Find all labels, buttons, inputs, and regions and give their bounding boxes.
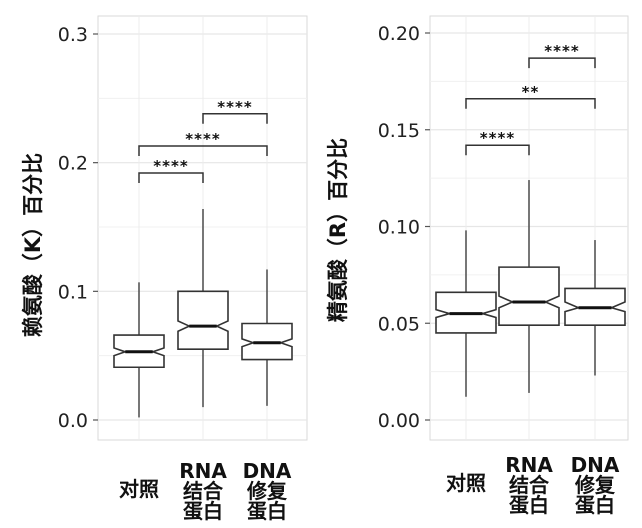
x-category-label: 蛋白: [183, 499, 223, 523]
x-category-label: 结合: [183, 479, 224, 503]
x-category-label: 对照: [446, 471, 486, 495]
significance-bracket: [202, 113, 268, 124]
y-axis-label: 精氨酸（R）百分比: [326, 138, 350, 322]
x-category-label: 修复: [574, 473, 616, 497]
significance-bracket: [528, 57, 596, 69]
y-axis-label: 赖氨酸（K）百分比: [21, 153, 45, 337]
y-tick-label: 0.3: [58, 24, 88, 46]
box-2: [498, 266, 560, 326]
significance-label: ****: [217, 98, 252, 116]
significance-label: **: [522, 83, 540, 101]
box-2: [177, 290, 229, 351]
significance-bracket: [138, 172, 204, 183]
x-category-label: DNA: [571, 453, 620, 477]
x-category-label: 蛋白: [575, 493, 615, 517]
significance-bracket: [465, 144, 530, 156]
y-tick-label: 0.15: [378, 120, 420, 142]
y-tick-label: 0.2: [58, 153, 88, 175]
x-category-label: DNA: [243, 459, 292, 483]
x-category-label: 结合: [509, 473, 550, 497]
significance-bracket: [465, 98, 596, 109]
y-tick-label: 0.1: [58, 281, 88, 303]
x-category-label: 对照: [119, 477, 159, 501]
significance-bracket: [138, 145, 268, 156]
x-category-label: RNA: [505, 453, 553, 477]
x-category-label: 蛋白: [247, 499, 287, 523]
x-category-label: 蛋白: [509, 493, 549, 517]
y-tick-label: 0.10: [378, 217, 420, 239]
y-tick-label: 0.20: [378, 23, 420, 45]
significance-label: ****: [153, 157, 188, 175]
x-category-label: RNA: [179, 459, 227, 483]
y-tick-label: 0.00: [378, 410, 420, 432]
significance-label: ****: [544, 42, 579, 60]
x-category-label: 修复: [246, 479, 288, 503]
significance-label: ****: [480, 129, 515, 147]
significance-label: ****: [185, 130, 220, 148]
chart-panel-2: 0.000.050.100.150.20精氨酸（R）百分比对照RNA结合蛋白DN…: [326, 15, 629, 517]
y-tick-label: 0.0: [58, 410, 88, 432]
y-tick-label: 0.05: [378, 313, 420, 335]
